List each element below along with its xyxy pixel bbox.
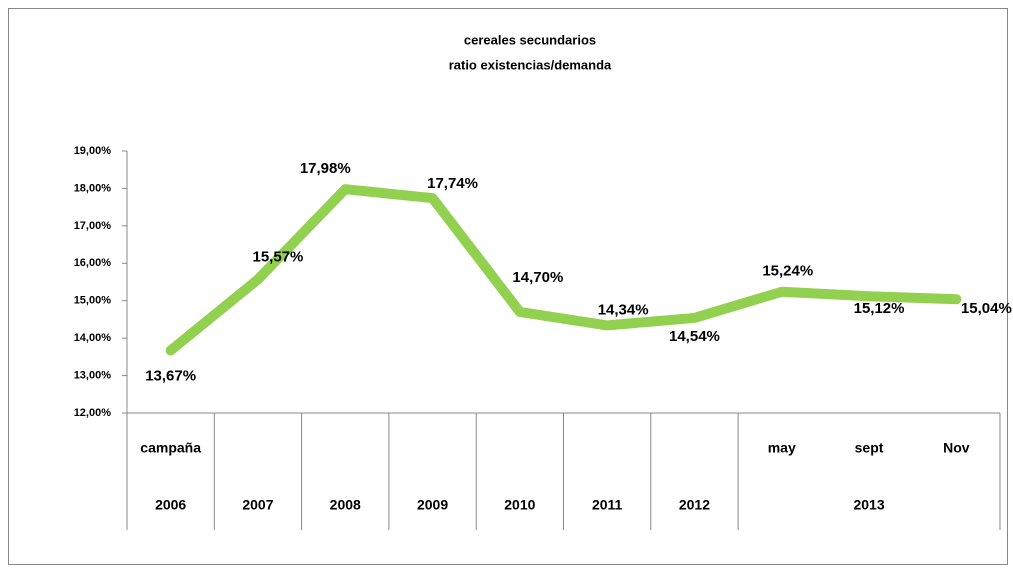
chart-border (8, 8, 1008, 565)
data-label: 14,34% (598, 301, 649, 318)
x-group-label: 2007 (242, 497, 273, 513)
y-tick-label: 15,00% (74, 295, 112, 307)
x-tick-label: sept (855, 440, 884, 456)
x-group-label: 2006 (155, 497, 186, 513)
data-label: 17,74% (427, 175, 478, 192)
data-label: 17,98% (300, 160, 351, 177)
y-tick-label: 17,00% (74, 220, 112, 232)
x-group-label: 2008 (330, 497, 361, 513)
data-label: 15,24% (762, 263, 813, 280)
x-tick-label: may (768, 440, 796, 456)
x-group-label: 2012 (679, 497, 710, 513)
x-group-label: 2009 (417, 497, 448, 513)
data-label: 15,04% (961, 300, 1012, 317)
y-tick-label: 16,00% (74, 257, 112, 269)
x-group-label: 2013 (853, 497, 884, 513)
x-tick-label: campaña (140, 440, 201, 456)
y-tick-label: 19,00% (74, 145, 112, 157)
chart-subtitle: ratio existencias/demanda (449, 57, 612, 72)
data-label: 14,54% (669, 328, 720, 345)
data-label: 13,67% (145, 367, 196, 384)
chart-title: cereales secundarios (464, 32, 596, 47)
y-tick-label: 18,00% (74, 182, 112, 194)
x-group-label: 2010 (504, 497, 535, 513)
data-label: 15,12% (854, 300, 905, 317)
x-group-label: 2011 (592, 497, 623, 513)
data-label: 15,57% (253, 248, 304, 265)
y-tick-label: 13,00% (74, 369, 112, 381)
y-tick-label: 14,00% (74, 332, 112, 344)
y-tick-label: 12,00% (74, 407, 112, 419)
data-line (165, 184, 962, 356)
x-tick-label: Nov (943, 440, 970, 456)
data-label: 14,70% (512, 269, 563, 286)
